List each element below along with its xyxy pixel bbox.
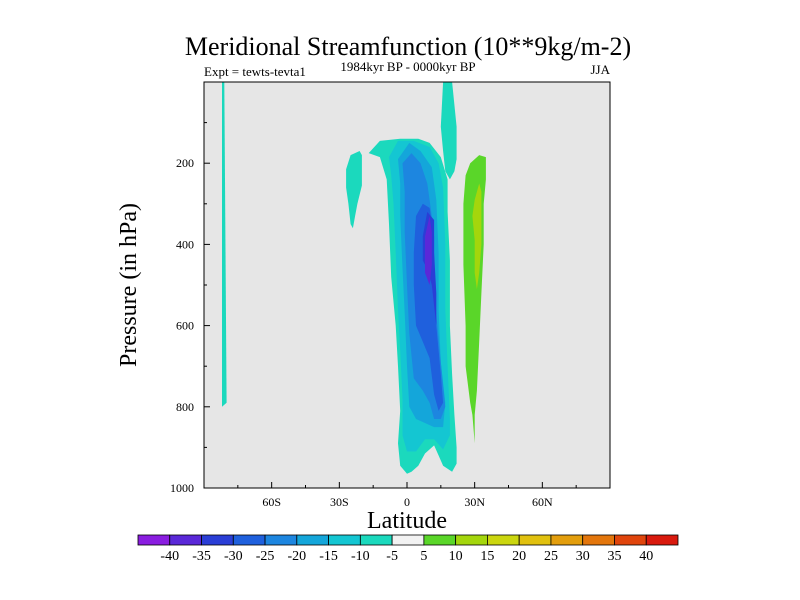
colorbar-label-1: -35: [192, 549, 211, 564]
colorbar-label-14: 35: [607, 549, 621, 564]
colorbar-label-10: 15: [480, 549, 494, 564]
colorbar-box-8: [391, 534, 425, 546]
colorbar-box-16: [645, 534, 679, 546]
contour-region-northern-cell-11-0: [472, 183, 482, 290]
colorbar: -40 -35 -30 -25 -20 -15 -10 -5 5 10 15 20 25 30 35 40: [137, 534, 679, 564]
colorbar-label-15: 40: [639, 549, 653, 564]
y-axis-title: Pressure (in hPa): [116, 203, 142, 367]
colorbar-box-0: [137, 534, 171, 546]
colorbar-box-2: [201, 534, 234, 546]
colorbar-label-7: -5: [386, 549, 398, 564]
y-tick-label-0: 200: [176, 156, 194, 170]
colorbar-box-9: [423, 534, 457, 546]
x-tick-label-4: 60N: [532, 495, 553, 509]
x-tick-label-2: 0: [404, 495, 410, 509]
y-tick-label-1: 400: [176, 237, 194, 251]
colorbar-label-5: -15: [319, 549, 338, 564]
x-tick-label-3: 30N: [464, 495, 485, 509]
colorbar-box-6: [328, 534, 361, 546]
contour-region-main-cell-8-0: [425, 216, 432, 285]
colorbar-box-10: [455, 534, 488, 546]
y-axis: 200 400 600 800 1000: [170, 122, 210, 495]
experiment-label: Expt = tewts-tevta1: [204, 64, 306, 79]
colorbar-box-13: [550, 534, 584, 546]
colorbar-box-15: [614, 534, 647, 546]
colorbar-box-7: [359, 534, 393, 546]
contour-regions: [222, 82, 486, 474]
colorbar-box-1: [169, 534, 202, 546]
y-tick-label-3: 800: [176, 400, 194, 414]
contour-region-southern-blob-1-0: [346, 151, 362, 229]
colorbar-label-13: 30: [576, 549, 590, 564]
colorbar-label-0: -40: [160, 549, 179, 564]
colorbar-box-4: [264, 534, 298, 546]
colorbar-label-12: 25: [544, 549, 558, 564]
colorbar-box-3: [232, 534, 266, 546]
colorbar-label-6: -10: [351, 549, 370, 564]
x-tick-label-0: 60S: [262, 495, 281, 509]
colorbar-box-12: [518, 534, 552, 546]
x-tick-label-1: 30S: [330, 495, 349, 509]
colorbar-label-11: 20: [512, 549, 526, 564]
x-axis: 60S 30S 0 30N 60N: [203, 482, 611, 509]
colorbar-box-11: [487, 534, 520, 546]
x-axis-title: Latitude: [367, 508, 447, 534]
colorbar-box-14: [582, 534, 615, 546]
chart-subtitle: 1984kyr BP - 0000kyr BP: [340, 59, 475, 74]
colorbar-label-2: -30: [224, 549, 243, 564]
y-tick-label-2: 600: [176, 319, 194, 333]
y-tick-label-4: 1000: [170, 481, 194, 495]
colorbar-label-8: 5: [420, 549, 427, 564]
contour-region-upper-column-9-0: [440, 82, 457, 180]
colorbar-label-9: 10: [449, 549, 463, 564]
contour-region-left-edge-strip-0-0: [222, 82, 227, 407]
season-label: JJA: [590, 62, 610, 77]
colorbar-box-5: [296, 534, 329, 546]
colorbar-label-3: -25: [256, 549, 275, 564]
chart-title: Meridional Streamfunction (10**9kg/m-2): [185, 32, 631, 61]
colorbar-label-4: -20: [287, 549, 306, 564]
contour-region-main-cell-6-0: [413, 203, 444, 411]
